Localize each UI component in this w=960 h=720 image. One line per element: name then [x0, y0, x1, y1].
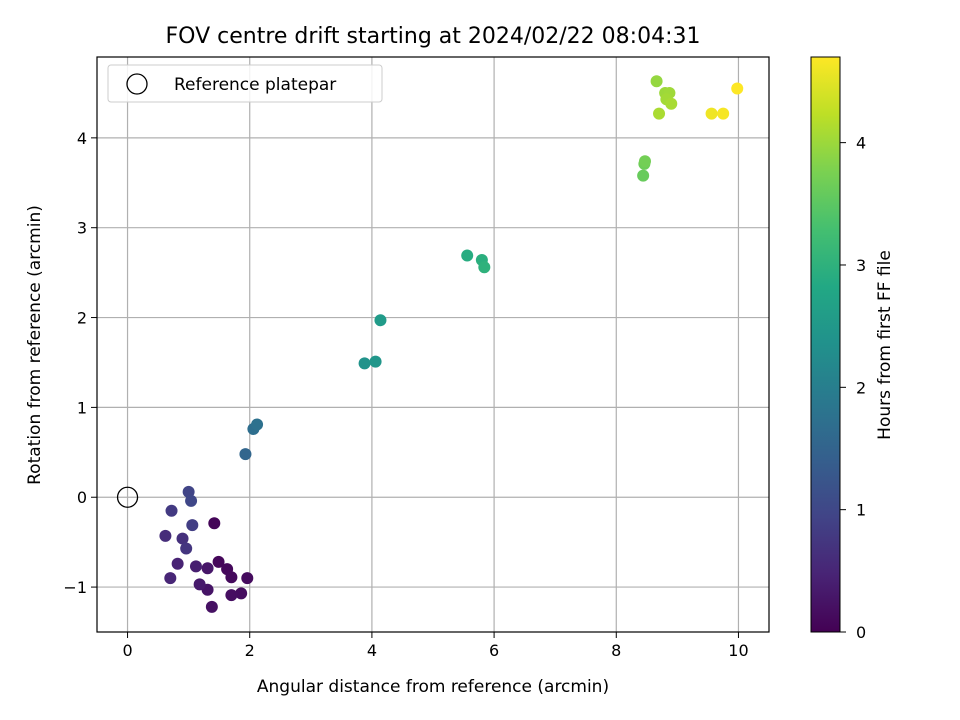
- reference-platepar-marker: [116, 486, 139, 508]
- plot-frame: [96, 56, 770, 633]
- data-point: [374, 314, 387, 327]
- legend-entry-reference: Reference platepar: [174, 75, 336, 95]
- data-point: [251, 418, 264, 431]
- colorbar-tick-label: 4: [856, 134, 866, 153]
- data-point: [461, 249, 474, 262]
- x-tick-label: 8: [611, 641, 621, 660]
- data-point: [159, 529, 172, 542]
- colorbar-label: Hours from first FF file: [875, 250, 895, 440]
- x-tick-label: 0: [122, 641, 132, 660]
- data-point: [239, 448, 252, 461]
- data-point: [225, 589, 238, 602]
- grid-lines: [97, 57, 769, 632]
- data-point: [358, 357, 371, 370]
- data-point: [731, 82, 744, 95]
- data-point: [208, 517, 221, 530]
- x-axis-label: Angular distance from reference (arcmin): [257, 677, 609, 697]
- y-tick-label: 0: [77, 488, 87, 507]
- data-point: [650, 75, 663, 88]
- y-axis-ticks: −1 0 1 2 3 4: [63, 129, 97, 597]
- colorbar-gradient: [810, 56, 841, 633]
- y-tick-label: 1: [77, 398, 87, 417]
- data-point: [176, 532, 189, 545]
- colorbar: 0 1 2 3 4 Hours from first FF file: [810, 56, 895, 642]
- data-point: [369, 355, 382, 368]
- x-tick-label: 10: [728, 641, 748, 660]
- data-point: [180, 542, 193, 555]
- data-points: [159, 75, 744, 613]
- y-tick-label: 3: [77, 219, 87, 238]
- legend: Reference platepar: [107, 64, 383, 103]
- data-point: [205, 600, 218, 613]
- data-point: [171, 557, 184, 570]
- x-tick-label: 6: [489, 641, 499, 660]
- data-point: [193, 578, 206, 591]
- colorbar-tick-label: 2: [856, 378, 866, 397]
- chart-title: FOV centre drift starting at 2024/02/22 …: [166, 24, 701, 49]
- y-tick-label: 2: [77, 309, 87, 328]
- data-point: [164, 572, 177, 585]
- data-point: [201, 562, 214, 575]
- x-tick-label: 4: [367, 641, 377, 660]
- data-point: [182, 485, 195, 498]
- data-point: [185, 494, 198, 507]
- x-tick-label: 2: [245, 641, 255, 660]
- reference-marker: [116, 486, 139, 508]
- colorbar-tick-label: 0: [856, 623, 866, 642]
- data-point: [225, 571, 238, 584]
- x-axis-ticks: 0 2 4 6 8 10: [122, 632, 749, 660]
- data-point: [241, 572, 254, 585]
- y-tick-label: 4: [77, 129, 87, 148]
- data-point: [705, 107, 718, 120]
- data-point: [189, 560, 202, 573]
- data-point: [638, 155, 651, 168]
- data-point: [186, 519, 199, 532]
- data-point: [478, 261, 491, 274]
- legend-marker-icon: [126, 73, 148, 95]
- data-point: [653, 107, 666, 120]
- legend-box: [107, 64, 383, 103]
- data-point: [637, 169, 650, 182]
- data-point: [212, 555, 225, 568]
- data-point: [235, 587, 248, 600]
- colorbar-tick-label: 3: [856, 256, 866, 275]
- data-point: [165, 504, 178, 517]
- data-point: [665, 97, 678, 110]
- y-axis-label: Rotation from reference (arcmin): [25, 205, 45, 485]
- data-point: [717, 107, 730, 120]
- colorbar-tick-label: 1: [856, 501, 866, 520]
- colorbar-ticks: 0 1 2 3 4: [840, 134, 866, 642]
- y-tick-label: −1: [63, 578, 87, 597]
